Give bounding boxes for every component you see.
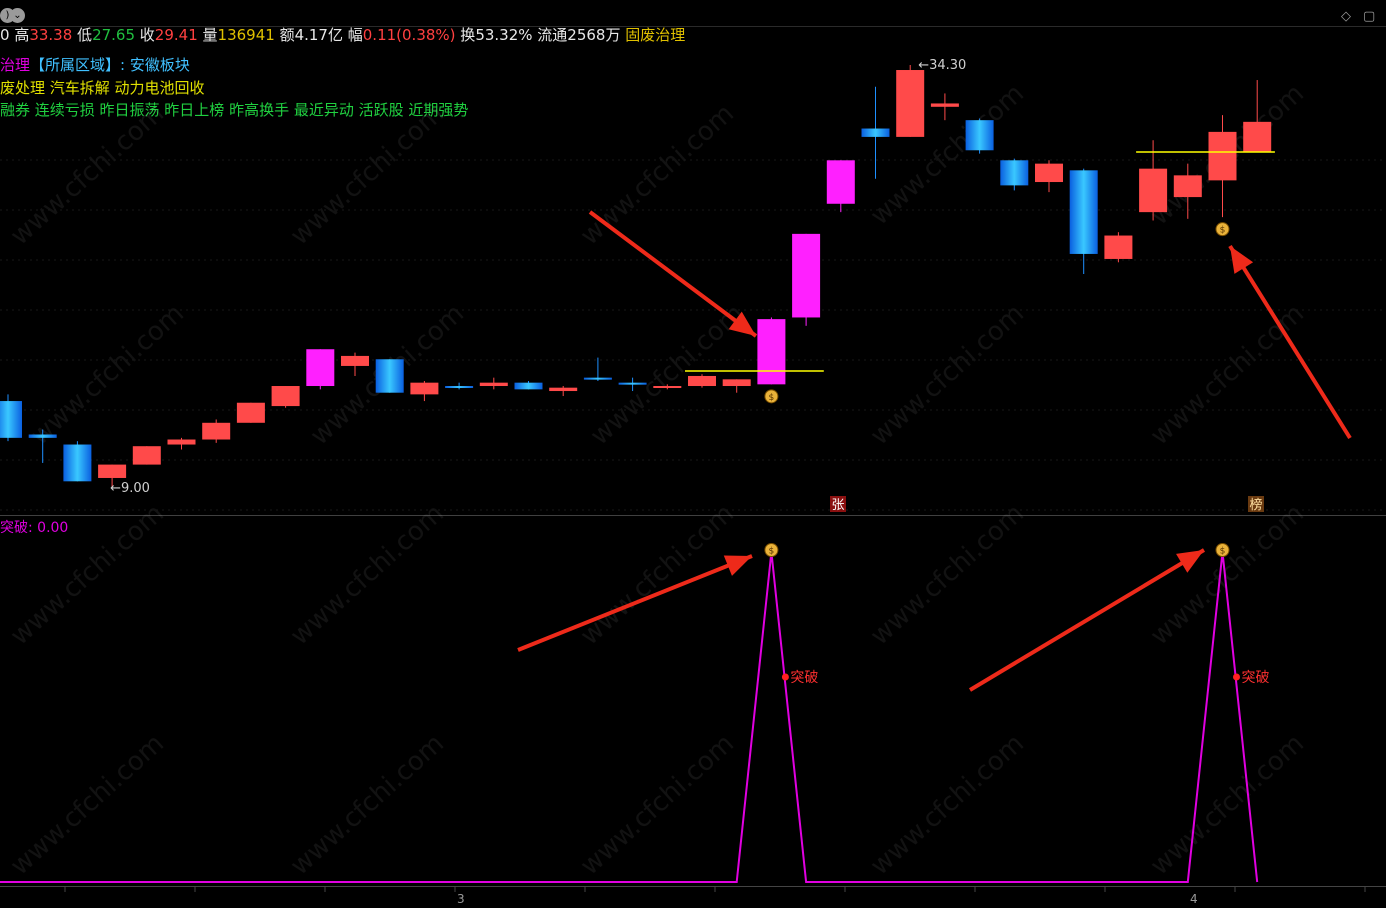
candle-body-up xyxy=(1104,235,1133,259)
candle-body-up xyxy=(1139,168,1168,213)
annotation-arrow-head xyxy=(1176,550,1204,573)
candle-body-up xyxy=(653,386,682,389)
quote-item-14: 53.32% xyxy=(475,26,533,44)
candle-body-up xyxy=(236,402,265,423)
zhang-marker: 张 xyxy=(831,498,844,513)
dollar-glyph: $ xyxy=(1220,547,1226,557)
annotation-arrow-head xyxy=(728,311,756,336)
candle-body-down xyxy=(375,359,404,393)
annotation-arrow-head xyxy=(1230,246,1254,274)
candle-body-down xyxy=(1000,160,1029,186)
candle-body-down xyxy=(28,434,57,438)
candle-body-up xyxy=(341,355,369,366)
quote-item-13: 换 xyxy=(455,26,476,44)
money-bag-icon xyxy=(764,389,779,404)
chevron-down-icon[interactable]: ⌄ xyxy=(10,8,25,23)
quote-item-6: 29.41 xyxy=(154,26,198,44)
quote-item-15: 流通 xyxy=(532,26,568,44)
candle-body-up xyxy=(1243,121,1272,152)
low-price-label: ←9.00 xyxy=(110,481,150,496)
annotation-arrow-shaft xyxy=(968,548,1206,692)
star-dot-icon xyxy=(781,673,789,681)
axis-tick-4: 4 xyxy=(1190,892,1198,906)
candle-body-down xyxy=(618,382,647,385)
money-bag-icon xyxy=(1215,543,1230,557)
quote-line: 0 高33.38 低27.65 收29.41 量136941 额4.17亿 幅0… xyxy=(0,25,685,45)
breakout-label: 突破 xyxy=(1242,670,1270,686)
quote-item-1: 高 xyxy=(9,26,30,44)
candle-body-breakout xyxy=(792,233,821,318)
candle-body-up xyxy=(1208,131,1237,181)
candle-body-up xyxy=(132,446,161,465)
annotation-arrow-shaft xyxy=(1228,244,1352,440)
quote-item-0: 0 xyxy=(0,26,10,44)
candle-body-up xyxy=(410,382,439,395)
candle-body-up xyxy=(202,422,231,440)
candle-body-up xyxy=(479,382,508,387)
time-axis xyxy=(0,886,1386,908)
maximize-icon[interactable]: ▢ xyxy=(1363,9,1376,24)
quote-item-3: 低 xyxy=(72,26,93,44)
candle-body-breakout xyxy=(757,319,786,385)
quote-item-11: 幅 xyxy=(342,26,363,44)
breakout-label: 突破 xyxy=(790,670,818,686)
dollar-glyph: $ xyxy=(1220,226,1226,236)
annotation-arrow-head xyxy=(723,555,752,576)
candle-body-down xyxy=(0,401,22,438)
region-line: 治理【所属区域】: 安徽板块 xyxy=(0,55,190,75)
quote-item-7: 量 xyxy=(197,26,218,44)
money-bag-icon xyxy=(764,543,779,557)
annotation-arrow-shaft xyxy=(588,210,758,338)
candle-body-breakout xyxy=(306,349,335,387)
quote-item-8: 136941 xyxy=(217,26,275,44)
quote-item-16: 2568万 xyxy=(567,26,621,44)
candle-body-up xyxy=(688,375,716,387)
indicator-label: 突破: 0.00 xyxy=(0,520,69,536)
candle-body-down xyxy=(63,444,92,482)
candle-body-up xyxy=(1035,163,1063,183)
quote-item-2: 33.38 xyxy=(29,26,73,44)
candle-body-down xyxy=(583,377,612,380)
candle-body-up xyxy=(98,464,127,478)
zhang-marker-box xyxy=(830,496,846,512)
candle-body-up xyxy=(930,103,959,107)
quote-item-17: 固废治理 xyxy=(620,26,686,44)
candle-body-up xyxy=(722,379,751,387)
quote-item-9: 额 xyxy=(274,26,295,44)
candle-body-down xyxy=(1069,170,1098,254)
candle-body-down xyxy=(445,386,474,389)
annotation-arrow-shaft xyxy=(517,554,753,652)
bang-marker: 榜 xyxy=(1249,497,1262,513)
top-toolbar: ) ⌄ ◇ ▢ xyxy=(0,0,1386,27)
concept-line: 废处理 汽车拆解 动力电池回收 xyxy=(0,79,205,97)
candle-body-up xyxy=(1173,175,1202,198)
axis-tick-3: 3 xyxy=(457,892,465,906)
candle-body-down xyxy=(514,382,543,390)
pane-divider xyxy=(0,515,1386,516)
star-dot-icon xyxy=(1233,673,1240,681)
region-part-0: 治理 xyxy=(0,56,31,74)
dollar-glyph: $ xyxy=(769,393,775,403)
diamond-icon[interactable]: ◇ xyxy=(1341,9,1351,24)
breakout-indicator-line xyxy=(0,551,1259,883)
candle-body-up xyxy=(549,387,578,392)
quote-item-10: 4.17亿 xyxy=(294,26,343,44)
high-price-label: ←34.30 xyxy=(918,58,966,73)
quote-item-5: 收 xyxy=(135,26,155,44)
candle-body-down xyxy=(965,120,994,151)
candle-body-up xyxy=(167,439,196,445)
candle-body-breakout xyxy=(826,160,855,204)
candle-body-up xyxy=(271,386,300,407)
candle-body-down xyxy=(861,128,890,137)
dollar-glyph: $ xyxy=(769,547,775,557)
bang-marker-box xyxy=(1248,496,1264,512)
region-part-1: 【所属区域】: 安徽板块 xyxy=(30,56,190,74)
quote-item-4: 27.65 xyxy=(92,26,136,44)
quote-item-12: 0.11(0.38%) xyxy=(362,26,456,44)
money-bag-icon xyxy=(1215,222,1230,237)
tag-line: 融券 连续亏损 昨日振荡 昨日上榜 昨高换手 最近异动 活跃股 近期强势 xyxy=(0,101,469,119)
candle-body-up xyxy=(896,70,925,137)
